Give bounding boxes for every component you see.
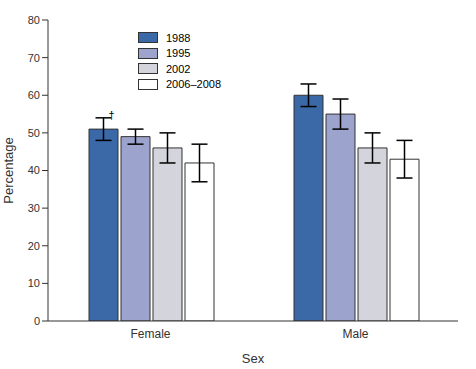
svg-text:80: 80 — [28, 14, 40, 26]
svg-text:60: 60 — [28, 89, 40, 101]
svg-text:40: 40 — [28, 164, 40, 176]
svg-text:0: 0 — [34, 315, 40, 327]
svg-text:10: 10 — [28, 277, 40, 289]
html-text:2002: 2002 — [166, 62, 191, 75]
svg-text:Sex: Sex — [242, 351, 265, 366]
html-text:1988: 1988 — [166, 31, 191, 44]
html-text:1995: 1995 — [166, 47, 191, 60]
svg-text:Female: Female — [130, 327, 170, 341]
svg-text:Male: Male — [342, 327, 368, 341]
svg-text:70: 70 — [28, 52, 40, 64]
svg-text:20: 20 — [28, 240, 40, 252]
svg-text:50: 50 — [28, 127, 40, 139]
html-text:2006–2008: 2006–2008 — [166, 78, 222, 91]
svg-text:Percentage: Percentage — [8, 137, 16, 204]
svg-text:†: † — [109, 109, 115, 121]
svg-text:30: 30 — [28, 202, 40, 214]
